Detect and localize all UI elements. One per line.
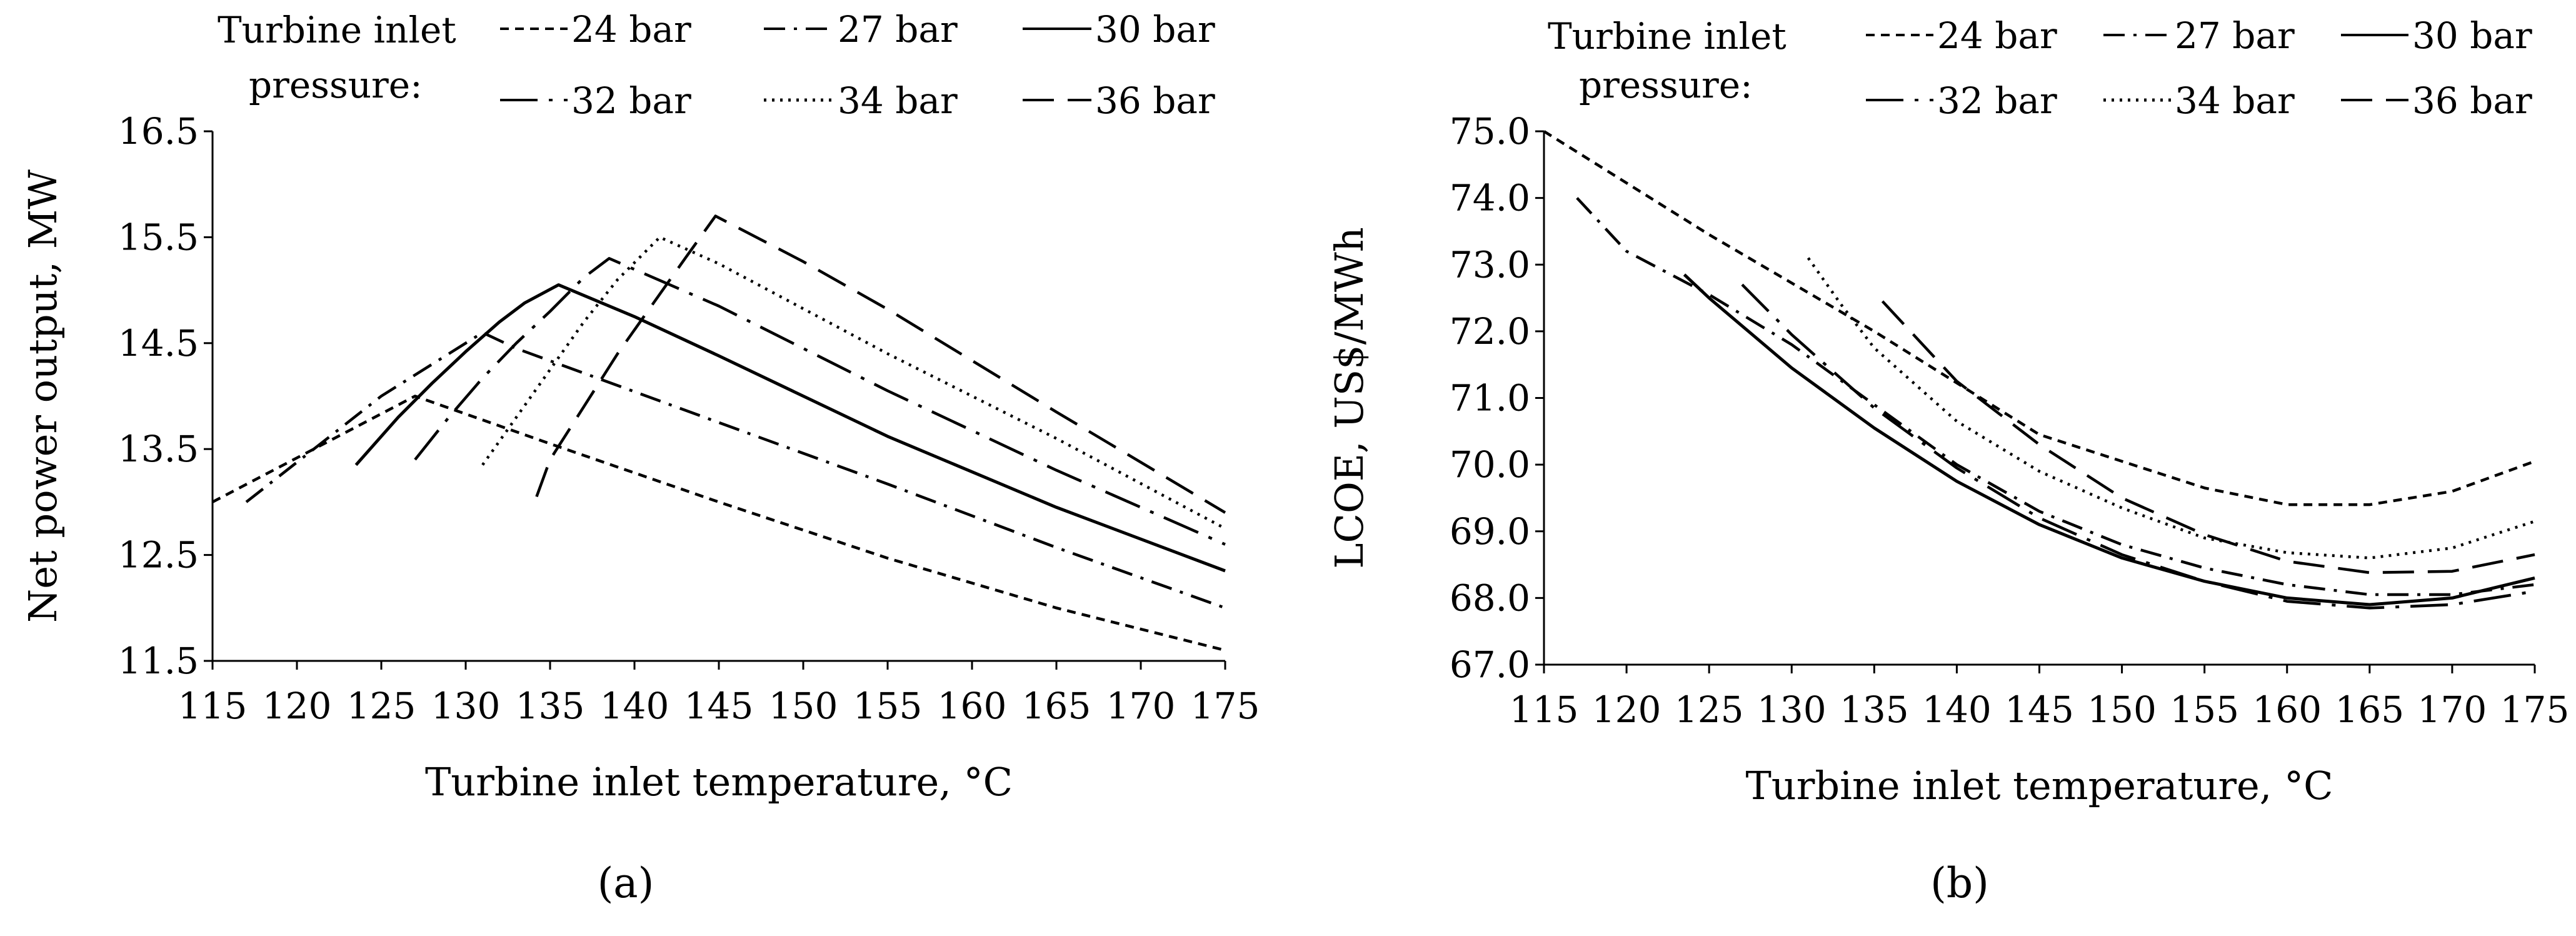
x-tick-label: 135 xyxy=(1840,688,1909,731)
x-tick-label: 125 xyxy=(1675,688,1744,731)
series-line-36-bar xyxy=(535,214,1226,514)
y-tick-label: 13.5 xyxy=(118,428,199,470)
x-tick-label: 160 xyxy=(938,685,1007,727)
y-tick-label: 73.0 xyxy=(1450,243,1530,286)
legend-title-line-2: pressure: xyxy=(1579,64,1753,106)
x-tick-label: 165 xyxy=(2335,688,2404,731)
series-line-36-bar xyxy=(1881,300,2535,575)
series-line-27-bar xyxy=(1576,197,2535,596)
legend-label: 30 bar xyxy=(1095,8,1215,51)
y-tick-label: 67.0 xyxy=(1450,643,1530,686)
y-tick-label: 11.5 xyxy=(118,640,199,682)
x-tick-label: 170 xyxy=(1106,685,1176,727)
x-tick-label: 145 xyxy=(2005,688,2074,731)
y-tick-label: 12.5 xyxy=(118,534,199,576)
y-axis-title: LCOE, US$/MWh xyxy=(1326,227,1372,568)
x-tick-label: 155 xyxy=(853,685,923,727)
legend-title-line-1: Turbine inlet xyxy=(1548,15,1787,58)
legend-title-line-1: Turbine inlet xyxy=(218,9,456,51)
legend-title-line-2: pressure: xyxy=(249,64,423,106)
x-tick-label: 150 xyxy=(2087,688,2157,731)
panel-label: (b) xyxy=(1930,859,1989,907)
x-tick-label: 140 xyxy=(1922,688,1992,731)
x-tick-label: 155 xyxy=(2170,688,2239,731)
x-tick-label: 150 xyxy=(769,685,838,727)
x-tick-label: 125 xyxy=(347,685,416,727)
y-tick-label: 74.0 xyxy=(1450,177,1530,219)
series-line-24-bar xyxy=(211,395,1226,652)
legend-label: 24 bar xyxy=(571,8,691,51)
panel-a: 115 120 125 130 135 140 145 150 155 160 165 170 175 1… xyxy=(20,8,1260,907)
x-tick-label: 175 xyxy=(2500,688,2570,731)
legend-label: 27 bar xyxy=(2175,14,2295,57)
y-axis-title: Net power output, MW xyxy=(20,169,66,623)
x-tick-label: 160 xyxy=(2252,688,2322,731)
x-tick-label: 120 xyxy=(263,685,332,727)
series-line-32-bar xyxy=(414,257,1226,546)
x-tick-label: 145 xyxy=(684,685,754,727)
y-tick-label: 71.0 xyxy=(1450,377,1530,420)
y-tick-label: 72.0 xyxy=(1450,310,1530,353)
y-tick-label: 14.5 xyxy=(118,322,199,365)
y-tick-label: 68.0 xyxy=(1450,576,1530,619)
legend-label: 36 bar xyxy=(2412,79,2532,122)
legend-label: 24 bar xyxy=(1937,14,2057,57)
legend-label: 34 bar xyxy=(2175,79,2295,122)
x-tick-label: 130 xyxy=(431,685,501,727)
panel-label: (a) xyxy=(598,859,654,907)
x-tick-label: 135 xyxy=(516,685,585,727)
x-tick-label: 170 xyxy=(2418,688,2487,731)
y-tick-label: 75.0 xyxy=(1450,110,1530,153)
legend-label: 32 bar xyxy=(571,79,691,122)
legend-label: 27 bar xyxy=(838,8,958,51)
x-axis-title: Turbine inlet temperature, °C xyxy=(1745,763,2333,808)
x-tick-label: 130 xyxy=(1757,688,1827,731)
y-tick-label: 16.5 xyxy=(118,110,199,153)
y-tick-label: 70.0 xyxy=(1450,443,1530,486)
x-tick-label: 120 xyxy=(1592,688,1661,731)
series-line-30-bar xyxy=(1683,273,2535,606)
series-line-30-bar xyxy=(354,283,1226,573)
x-tick-label: 115 xyxy=(178,685,248,727)
series-line-34-bar xyxy=(481,236,1226,530)
series-line-32-bar xyxy=(1741,283,2535,610)
x-tick-label: 140 xyxy=(600,685,669,727)
series-line-27-bar xyxy=(245,331,1226,610)
legend-label: 34 bar xyxy=(838,79,958,122)
x-tick-label: 115 xyxy=(1510,688,1579,731)
x-axis-title: Turbine inlet temperature, °C xyxy=(425,759,1013,805)
series-line-24-bar xyxy=(1543,130,2535,506)
series-line-34-bar xyxy=(1807,257,2535,560)
y-tick-label: 15.5 xyxy=(118,216,199,258)
legend-label: 32 bar xyxy=(1937,79,2057,122)
x-tick-label: 175 xyxy=(1191,685,1260,727)
x-tick-label: 165 xyxy=(1022,685,1091,727)
legend-label: 30 bar xyxy=(2412,14,2532,57)
legend-label: 36 bar xyxy=(1095,79,1215,122)
y-tick-label: 69.0 xyxy=(1450,510,1530,553)
panel-b: 115 120 125 130 135 140 145 150 155 160 165 170 175 6… xyxy=(1326,14,2569,907)
